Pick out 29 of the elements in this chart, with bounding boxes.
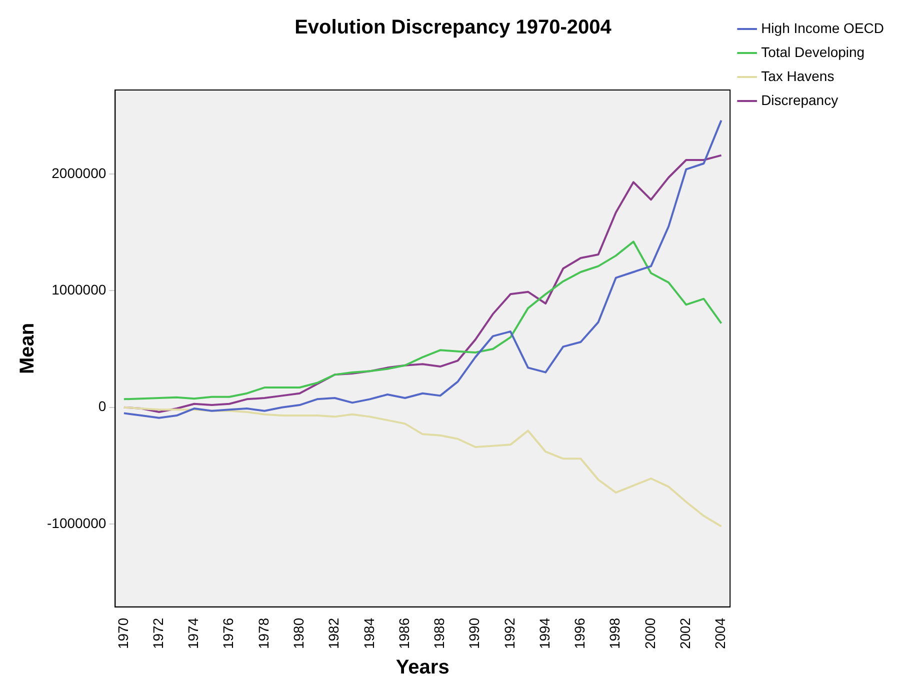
legend-label: Total Developing [761,44,865,60]
y-axis-title: Mean [16,322,39,374]
legend-label: High Income OECD [761,20,884,36]
x-tick-label: 1994 [536,618,552,650]
x-tick-label: 1982 [326,618,342,650]
x-tick-label: 1970 [114,618,131,650]
x-tick-label: 1984 [360,618,377,650]
chart-title: Evolution Discrepancy 1970-2004 [294,16,612,39]
y-tick-label: 0 [98,398,106,414]
legend-label: Tax Havens [761,68,834,84]
x-tick-label: 1976 [220,618,236,650]
x-tick-label: 1998 [606,618,623,650]
legend-label: Discrepancy [761,92,838,108]
y-tick-label: -1000000 [46,514,106,531]
x-tick-label: 1992 [501,618,518,650]
y-tick-label: 2000000 [52,164,106,181]
x-tick-label: 1980 [290,618,306,650]
x-tick-label: 2002 [677,618,694,650]
x-tick-label: 1986 [396,618,412,650]
x-axis-title: Years [396,656,450,679]
x-tick-label: 1988 [431,618,448,650]
x-tick-label: 1996 [572,618,588,650]
y-tick-label: 1000000 [52,282,106,298]
x-tick-label: 1990 [466,618,482,650]
x-tick-label: 2004 [712,618,728,650]
x-tick-label: 1978 [255,618,272,650]
x-tick-label: 1974 [185,618,202,650]
x-tick-label: 1972 [150,618,166,650]
x-tick-label: 2000 [642,618,658,650]
